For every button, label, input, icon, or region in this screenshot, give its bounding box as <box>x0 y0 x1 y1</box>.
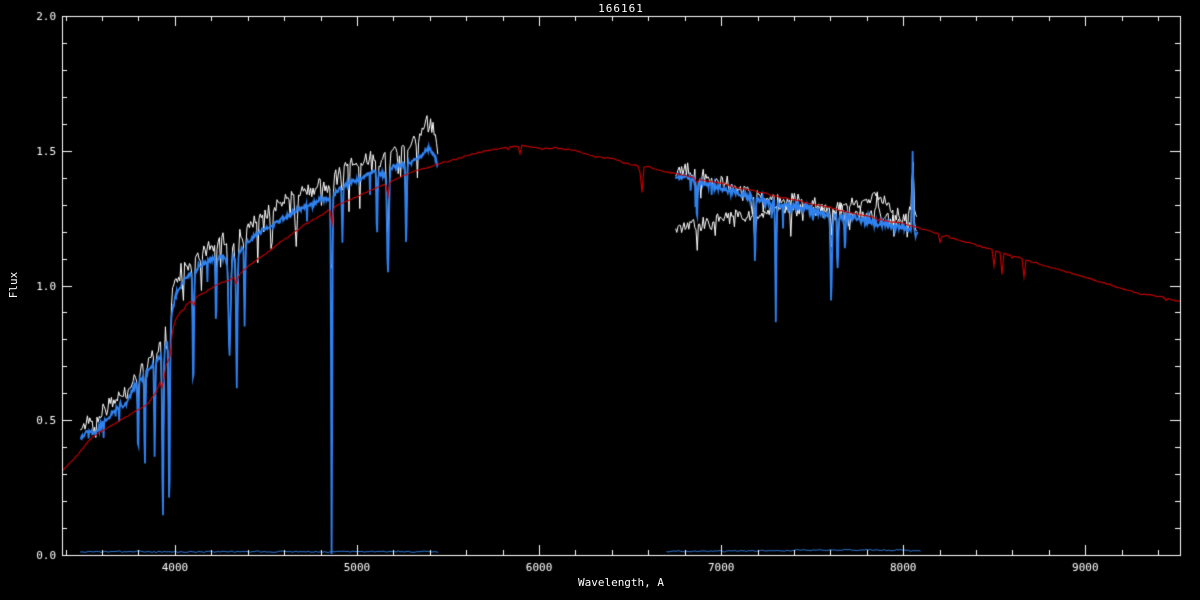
x-axis-label: Wavelength, A <box>577 576 665 589</box>
y-axis-label: Flux <box>7 271 20 299</box>
plot-title: 166161 <box>598 2 644 15</box>
